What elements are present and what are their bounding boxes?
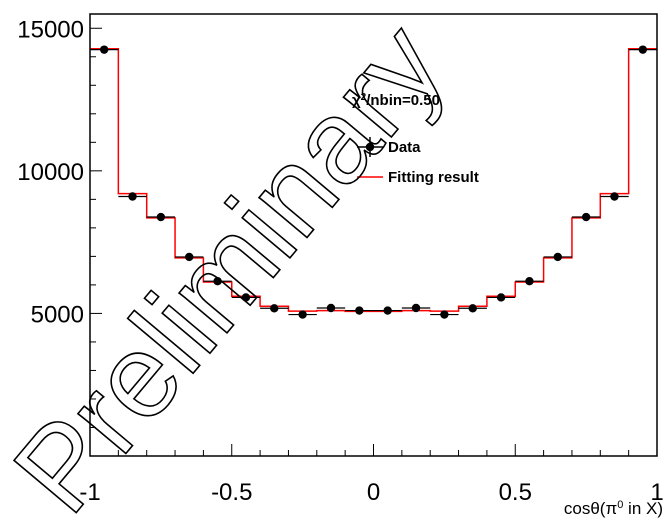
data-point-marker [213,276,222,286]
y-tick-label: 10000 [17,159,84,186]
data-point [260,304,289,313]
x-tick-label: -1 [79,479,100,506]
y-tick-label: 15000 [17,16,84,43]
data-point-marker [496,293,506,302]
x-axis-title: cosθ(π0 in X) [564,499,663,518]
data-point-marker [553,252,562,262]
data-point-marker [270,304,279,313]
data-point [146,212,176,222]
data-point [486,293,516,302]
legend-label-data: Data [388,139,421,156]
data-point-marker [610,192,619,201]
x-tick-label: 1 [650,479,663,506]
fit-step-line [90,48,657,313]
legend-marker-data [357,137,383,157]
data-point-marker [355,306,364,315]
data-point-marker [185,252,194,262]
y-axis: 5000 10000 15000 [17,16,102,428]
data-point-marker [525,276,534,286]
x-tick-label: 0 [367,479,380,506]
data-point-marker [99,45,109,54]
data-point [458,304,487,313]
legend-label-fit: Fitting result [388,169,479,186]
data-point [515,276,544,286]
plot-area [90,45,657,319]
y-tick-label: 5000 [31,301,84,328]
watermark-text: Preliminary [0,0,470,525]
data-point [231,293,261,302]
data-point [543,252,572,262]
data-point-marker [128,192,137,201]
plot-frame [89,13,658,457]
x-tick-label: -0.5 [211,479,252,506]
data-point [373,306,402,315]
data-point-marker [581,212,591,222]
data-point [203,276,232,286]
data-point [600,192,629,201]
data-point [316,303,346,313]
data-point [571,212,601,222]
data-point [345,306,374,315]
data-point-marker [468,304,477,313]
data-point-marker [326,303,336,313]
data-point-marker [383,306,392,315]
data-point-marker [440,310,449,319]
legend: Data Fitting result [357,137,479,186]
data-point [401,303,431,313]
data-point [175,252,204,262]
x-axis: -1 -0.5 0 0.5 1 [79,444,664,506]
data-point [430,310,459,319]
data-point [628,45,657,54]
data-point-marker [638,45,648,54]
data-point-marker [298,310,307,319]
data-point-marker [241,293,251,302]
data-point [288,310,317,319]
data-point-marker [411,303,421,313]
x-tick-label: 0.5 [499,479,532,506]
chi2-annotation: χ2/nbin=0.50 [352,92,440,110]
data-point [118,192,147,201]
data-point [90,45,119,54]
data-point-marker [156,212,166,222]
